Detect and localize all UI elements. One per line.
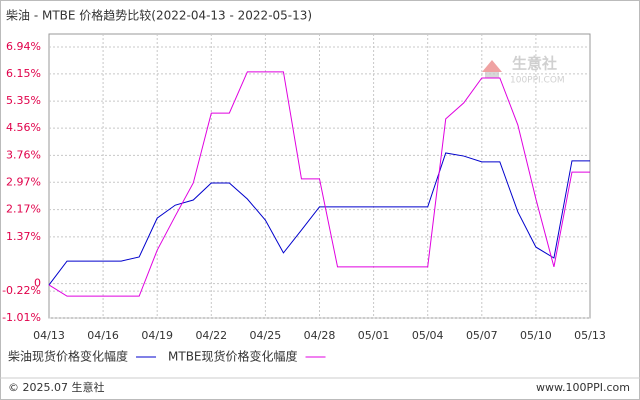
footer-left: © 2025.07 生意社 bbox=[8, 380, 104, 394]
x-tick-label: 04/28 bbox=[304, 329, 336, 342]
watermark: 生意社 100PPI.COM bbox=[482, 55, 565, 86]
y-tick-label: 6.94% bbox=[6, 40, 41, 53]
y-tick-label: 0 bbox=[34, 277, 41, 290]
y-tick-label: 1.37% bbox=[6, 230, 41, 243]
watermark-site: 100PPI.COM bbox=[510, 76, 565, 86]
x-tick-label: 04/16 bbox=[87, 329, 119, 342]
y-tick-label: 6.15% bbox=[6, 67, 41, 80]
legend-label: MTBE现货价格变化幅度 bbox=[168, 349, 298, 364]
x-tick-label: 04/13 bbox=[33, 329, 65, 342]
y-tick-label: -1.01% bbox=[2, 311, 41, 324]
legend-label: 柴油现货价格变化幅度 bbox=[8, 349, 128, 364]
series-line bbox=[48, 71, 590, 297]
y-tick-label: 2.97% bbox=[6, 175, 41, 188]
chart-title: 柴油 - MTBE 价格趋势比较(2022-04-13 - 2022-05-13… bbox=[6, 8, 312, 23]
watermark-logo-base bbox=[485, 72, 499, 78]
x-tick-label: 05/01 bbox=[358, 329, 390, 342]
footer-right: www.100PPI.com bbox=[536, 381, 630, 394]
y-tick-label: 3.76% bbox=[6, 148, 41, 161]
x-tick-label: 04/19 bbox=[141, 329, 173, 342]
x-tick-label: 04/25 bbox=[250, 329, 282, 342]
x-tick-label: 05/10 bbox=[520, 329, 552, 342]
y-tick-label: 5.35% bbox=[6, 94, 41, 107]
y-tick-label: 4.56% bbox=[6, 121, 41, 134]
x-tick-label: 04/22 bbox=[195, 329, 227, 342]
y-tick-label: 2.17% bbox=[6, 203, 41, 216]
x-tick-label: 05/04 bbox=[412, 329, 444, 342]
watermark-logo bbox=[482, 60, 502, 72]
x-tick-label: 05/13 bbox=[574, 329, 606, 342]
y-tick-label: -0.22% bbox=[2, 284, 41, 297]
x-tick-label: 05/07 bbox=[466, 329, 498, 342]
watermark-name: 生意社 bbox=[512, 55, 557, 73]
series-line bbox=[48, 152, 590, 286]
